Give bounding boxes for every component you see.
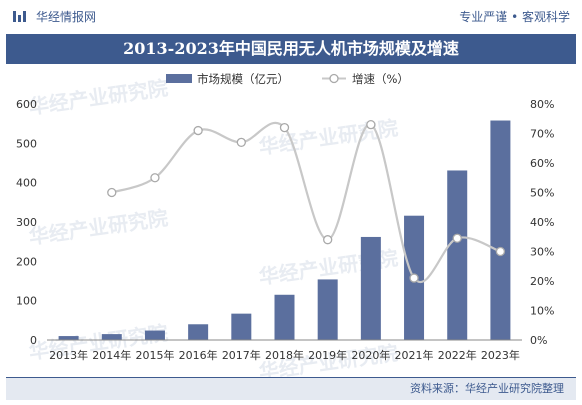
y-right-tick-label: 60% — [530, 157, 554, 170]
footer-divider — [6, 377, 576, 378]
bar — [58, 336, 79, 340]
bar — [274, 294, 295, 340]
x-tick-label: 2018年 — [265, 348, 304, 362]
top-bar: 华经情报网 专业严谨 • 客观科学 — [0, 0, 582, 30]
footer: 资料来源：华经产业研究院整理 — [6, 378, 576, 400]
y-right-tick-label: 0% — [530, 334, 547, 347]
y-right-tick-label: 10% — [530, 305, 554, 318]
y-left-tick-label: 600 — [16, 98, 37, 111]
bar — [317, 279, 338, 340]
growth-point — [107, 187, 117, 198]
x-tick-label: 2014年 — [92, 348, 131, 362]
growth-point — [495, 246, 506, 257]
y-left-tick-label: 500 — [16, 137, 37, 150]
brand-name: 华经情报网 — [36, 10, 97, 24]
growth-point — [236, 137, 246, 147]
growth-point — [279, 122, 290, 133]
growth-point — [452, 233, 462, 243]
source-note: 资料来源：华经产业研究院整理 — [410, 382, 564, 395]
bar — [490, 120, 511, 340]
bar — [360, 236, 381, 340]
bar-chart-logo-icon — [13, 10, 27, 22]
legend-bar-swatch — [166, 74, 192, 83]
x-tick-label: 2015年 — [135, 348, 174, 362]
growth-point — [150, 173, 160, 183]
x-tick-label: 2022年 — [438, 348, 477, 362]
y-left-tick-label: 400 — [16, 177, 37, 190]
chart-title: 2013-2023年中国民用无人机市场规模及增速 — [6, 34, 576, 64]
growth-point — [409, 273, 419, 283]
watermark-text: 华经产业研究院 — [27, 76, 169, 119]
legend-line-marker — [329, 73, 339, 84]
y-right-tick-label: 20% — [530, 275, 554, 288]
y-left-tick-label: 200 — [16, 255, 37, 268]
x-tick-label: 2016年 — [179, 348, 218, 362]
bar — [188, 324, 209, 340]
x-tick-label: 2017年 — [222, 348, 261, 362]
x-tick-label: 2023年 — [481, 348, 520, 362]
growth-point — [323, 235, 333, 245]
y-right-tick-label: 70% — [530, 128, 554, 141]
y-right-tick-label: 50% — [530, 187, 554, 200]
y-left-tick-label: 100 — [16, 295, 37, 308]
x-tick-label: 2019年 — [308, 348, 347, 362]
bar — [231, 313, 252, 340]
y-right-tick-label: 80% — [530, 98, 554, 111]
legend-line-label: 增速（%） — [352, 72, 409, 86]
y-right-tick-label: 30% — [530, 246, 554, 259]
growth-point — [366, 120, 376, 130]
y-left-tick-label: 300 — [16, 216, 37, 229]
legend-bar-label: 市场规模（亿元） — [197, 72, 289, 86]
slogan: 专业严谨 • 客观科学 — [459, 10, 570, 24]
x-tick-label: 2013年 — [49, 348, 88, 362]
y-left-tick-label: 0 — [30, 334, 37, 347]
x-tick-label: 2020年 — [351, 348, 390, 362]
x-tick-label: 2021年 — [395, 348, 434, 362]
bar — [144, 330, 165, 340]
y-right-tick-label: 40% — [530, 216, 554, 229]
growth-point — [193, 125, 203, 136]
bar — [101, 334, 122, 340]
watermark-text: 华经产业研究院 — [27, 206, 169, 249]
bar — [447, 170, 468, 340]
